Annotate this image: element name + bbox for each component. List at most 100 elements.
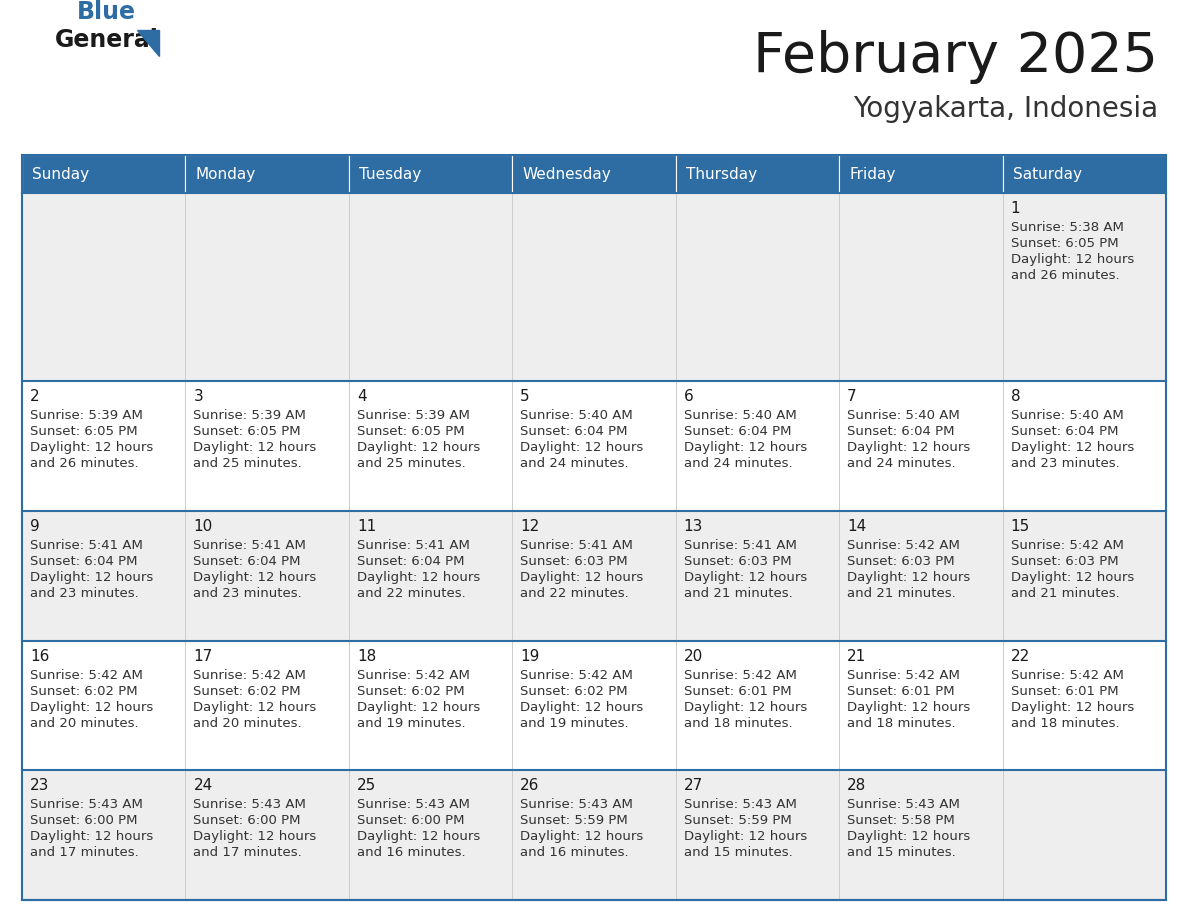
Text: Daylight: 12 hours: Daylight: 12 hours (356, 442, 480, 454)
Text: Sunrise: 5:41 AM: Sunrise: 5:41 AM (520, 539, 633, 552)
Text: Daylight: 12 hours: Daylight: 12 hours (356, 571, 480, 584)
Text: Sunset: 6:04 PM: Sunset: 6:04 PM (30, 554, 138, 568)
Bar (1003, 770, 1165, 900)
Bar (676, 770, 839, 900)
Text: Sunrise: 5:42 AM: Sunrise: 5:42 AM (847, 539, 960, 552)
Text: Daylight: 12 hours: Daylight: 12 hours (194, 830, 317, 844)
Text: 19: 19 (520, 648, 539, 664)
Text: Sunrise: 5:42 AM: Sunrise: 5:42 AM (520, 668, 633, 681)
Text: Tuesday: Tuesday (359, 166, 421, 182)
Text: and 16 minutes.: and 16 minutes. (520, 846, 628, 859)
Bar (1003, 381, 1165, 510)
Bar (185, 193, 349, 381)
Text: 10: 10 (194, 519, 213, 534)
Text: Daylight: 12 hours: Daylight: 12 hours (520, 700, 644, 713)
Text: 23: 23 (30, 778, 50, 793)
Text: Daylight: 12 hours: Daylight: 12 hours (194, 442, 317, 454)
Text: Sunrise: 5:41 AM: Sunrise: 5:41 AM (194, 539, 307, 552)
Text: and 24 minutes.: and 24 minutes. (520, 457, 628, 470)
Text: 13: 13 (684, 519, 703, 534)
Text: 22: 22 (1011, 648, 1030, 664)
Text: Daylight: 12 hours: Daylight: 12 hours (30, 571, 153, 584)
Text: Daylight: 12 hours: Daylight: 12 hours (847, 442, 971, 454)
Text: Sunrise: 5:41 AM: Sunrise: 5:41 AM (684, 539, 797, 552)
Bar (512, 641, 676, 770)
Text: and 21 minutes.: and 21 minutes. (1011, 587, 1119, 599)
Text: and 23 minutes.: and 23 minutes. (1011, 457, 1119, 470)
Text: and 20 minutes.: and 20 minutes. (194, 717, 302, 730)
Text: Daylight: 12 hours: Daylight: 12 hours (684, 442, 807, 454)
Text: Sunrise: 5:41 AM: Sunrise: 5:41 AM (356, 539, 469, 552)
Text: 27: 27 (684, 778, 703, 793)
Text: 3: 3 (194, 389, 203, 404)
Text: Daylight: 12 hours: Daylight: 12 hours (356, 830, 480, 844)
Text: Saturday: Saturday (1012, 166, 1081, 182)
Text: Daylight: 12 hours: Daylight: 12 hours (847, 571, 971, 584)
Text: Sunrise: 5:39 AM: Sunrise: 5:39 AM (356, 409, 469, 422)
Text: Sunrise: 5:42 AM: Sunrise: 5:42 AM (1011, 668, 1124, 681)
Text: 25: 25 (356, 778, 377, 793)
Bar (676, 155, 839, 193)
Text: Sunrise: 5:40 AM: Sunrise: 5:40 AM (684, 409, 796, 422)
Text: Sunrise: 5:41 AM: Sunrise: 5:41 AM (30, 539, 143, 552)
Text: and 19 minutes.: and 19 minutes. (356, 717, 466, 730)
Text: and 23 minutes.: and 23 minutes. (194, 587, 302, 599)
Text: and 17 minutes.: and 17 minutes. (30, 846, 139, 859)
Text: 26: 26 (520, 778, 539, 793)
Text: 28: 28 (847, 778, 866, 793)
Text: Daylight: 12 hours: Daylight: 12 hours (30, 442, 153, 454)
Bar (1003, 155, 1165, 193)
Text: and 22 minutes.: and 22 minutes. (520, 587, 628, 599)
Text: and 20 minutes.: and 20 minutes. (30, 717, 139, 730)
Text: 9: 9 (30, 519, 39, 534)
Text: Sunset: 6:02 PM: Sunset: 6:02 PM (194, 685, 301, 698)
Text: Daylight: 12 hours: Daylight: 12 hours (1011, 571, 1133, 584)
Text: Daylight: 12 hours: Daylight: 12 hours (520, 442, 644, 454)
Bar (1003, 193, 1165, 381)
Bar (1003, 641, 1165, 770)
Text: Daylight: 12 hours: Daylight: 12 hours (847, 830, 971, 844)
Text: and 18 minutes.: and 18 minutes. (847, 717, 956, 730)
Text: Sunrise: 5:39 AM: Sunrise: 5:39 AM (30, 409, 143, 422)
Text: and 17 minutes.: and 17 minutes. (194, 846, 302, 859)
Bar (185, 770, 349, 900)
Text: Daylight: 12 hours: Daylight: 12 hours (1011, 442, 1133, 454)
Bar (512, 193, 676, 381)
Text: and 25 minutes.: and 25 minutes. (356, 457, 466, 470)
Text: Daylight: 12 hours: Daylight: 12 hours (1011, 253, 1133, 266)
Text: 12: 12 (520, 519, 539, 534)
Text: Sunset: 6:05 PM: Sunset: 6:05 PM (356, 425, 465, 438)
Bar (839, 510, 1003, 641)
Text: Sunset: 6:01 PM: Sunset: 6:01 PM (847, 685, 955, 698)
Text: Monday: Monday (196, 166, 255, 182)
Bar (349, 641, 512, 770)
Bar (349, 510, 512, 641)
Text: Daylight: 12 hours: Daylight: 12 hours (194, 700, 317, 713)
Text: Sunrise: 5:38 AM: Sunrise: 5:38 AM (1011, 221, 1124, 234)
Text: Blue: Blue (77, 0, 135, 24)
Text: Sunset: 6:04 PM: Sunset: 6:04 PM (847, 425, 955, 438)
Text: Sunrise: 5:42 AM: Sunrise: 5:42 AM (847, 668, 960, 681)
Text: Sunrise: 5:39 AM: Sunrise: 5:39 AM (194, 409, 307, 422)
Text: Sunrise: 5:42 AM: Sunrise: 5:42 AM (194, 668, 307, 681)
Bar (512, 381, 676, 510)
Text: 6: 6 (684, 389, 694, 404)
Bar (512, 155, 676, 193)
Text: and 26 minutes.: and 26 minutes. (1011, 269, 1119, 282)
Bar (23, 193, 185, 381)
Bar (839, 193, 1003, 381)
Text: Daylight: 12 hours: Daylight: 12 hours (30, 830, 153, 844)
Text: and 21 minutes.: and 21 minutes. (847, 587, 956, 599)
Bar (839, 641, 1003, 770)
Text: Sunrise: 5:43 AM: Sunrise: 5:43 AM (684, 799, 797, 812)
Text: Sunrise: 5:42 AM: Sunrise: 5:42 AM (30, 668, 143, 681)
Text: 2: 2 (30, 389, 39, 404)
Text: Sunset: 6:02 PM: Sunset: 6:02 PM (520, 685, 628, 698)
Text: Sunrise: 5:43 AM: Sunrise: 5:43 AM (356, 799, 469, 812)
Text: Daylight: 12 hours: Daylight: 12 hours (194, 571, 317, 584)
Text: Daylight: 12 hours: Daylight: 12 hours (1011, 700, 1133, 713)
Text: Sunday: Sunday (32, 166, 89, 182)
Text: Sunset: 6:02 PM: Sunset: 6:02 PM (30, 685, 138, 698)
Text: and 25 minutes.: and 25 minutes. (194, 457, 302, 470)
Text: Daylight: 12 hours: Daylight: 12 hours (847, 700, 971, 713)
